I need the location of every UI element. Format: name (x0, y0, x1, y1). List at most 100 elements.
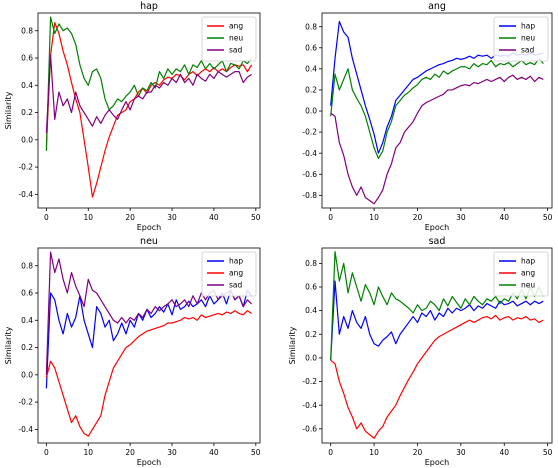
series-line-hap (330, 280, 544, 361)
subplot-title: neu (140, 236, 158, 247)
x-tick-label: 0 (44, 448, 49, 457)
y-tick-label: -0.4 (302, 401, 317, 410)
y-tick-label: 0.0 (305, 354, 317, 363)
y-tick-label: -0.2 (302, 377, 317, 386)
legend-label-sad: sad (229, 46, 243, 55)
y-axis-label: Similarity (4, 326, 13, 364)
y-tick-label: -0.4 (302, 149, 317, 158)
legend-label-hap: hap (229, 257, 243, 266)
y-tick-label: 0.6 (21, 54, 33, 63)
plot-frame (37, 12, 261, 209)
subplot-sad: 0 10 20 30 40 50 -0.6 -0.4 -0.2 0.0 0.2 0.4 0.6 0.8 sa… (288, 236, 553, 467)
legend: hap ang sad (201, 251, 257, 297)
y-tick-label: 0.4 (21, 81, 33, 90)
series-line-sad (330, 74, 544, 205)
legend-label-neu: neu (521, 34, 535, 43)
subplot-title: hap (140, 1, 158, 12)
legend-label-ang: ang (229, 269, 243, 278)
y-tick-label: 0.6 (305, 283, 317, 292)
x-tick-label: 40 (499, 213, 509, 222)
x-tick-label: 10 (83, 448, 93, 457)
x-axis-label: Epoch (425, 223, 450, 232)
x-tick-label: 30 (456, 448, 466, 457)
x-tick-label: 40 (209, 448, 219, 457)
legend: ang neu sad (201, 16, 257, 62)
y-tick-label: 0.6 (305, 43, 317, 52)
y-axis-label: Similarity (4, 91, 13, 129)
series-line-hap (45, 289, 253, 389)
subplot-hap: 0 10 20 30 40 50 -0.4 -0.2 0.0 0.2 0.4 0.6 0.8 hap Epo… (4, 1, 261, 232)
legend-label-hap: hap (521, 22, 535, 31)
legend-label-sad: sad (521, 46, 535, 55)
x-tick-label: 50 (251, 448, 261, 457)
x-tick-label: 10 (369, 213, 379, 222)
y-tick-label: -0.4 (18, 190, 33, 199)
x-tick-label: 20 (413, 213, 423, 222)
y-tick-label: 0.0 (21, 135, 33, 144)
y-tick-label: 0.4 (305, 64, 317, 73)
series-line-sad (45, 251, 253, 375)
series-group (45, 16, 253, 198)
x-tick-label: 20 (125, 213, 135, 222)
x-tick-label: 20 (413, 448, 423, 457)
x-axis-label: Epoch (425, 458, 450, 467)
series-group (45, 251, 253, 437)
legend-label-neu: neu (521, 281, 535, 290)
x-axis-label: Epoch (137, 458, 162, 467)
series-line-ang (45, 310, 252, 437)
x-tick-label: 0 (328, 448, 333, 457)
series-line-ang (330, 314, 544, 439)
x-tick-label: 30 (167, 448, 177, 457)
y-tick-label: 0.6 (21, 289, 33, 298)
plot-frame (37, 247, 261, 444)
x-tick-label: 50 (543, 213, 553, 222)
series-group (330, 250, 544, 439)
legend-label-hap: hap (521, 257, 535, 266)
y-tick-label: 0.2 (21, 343, 33, 352)
plot-frame (321, 247, 553, 444)
y-tick-label: -0.6 (302, 424, 317, 433)
subplot-ang: 0 10 20 30 40 50 -0.8 -0.6 -0.4 -0.2 0.0 0.2 0.4 0.6 0… (302, 1, 552, 232)
subplot-neu: 0 10 20 30 40 50 -0.4 -0.2 0.0 0.2 0.4 0.6 0.8 neu Epo… (4, 236, 261, 467)
legend-label-ang: ang (229, 22, 243, 31)
x-tick-label: 0 (328, 213, 333, 222)
x-tick-label: 50 (251, 213, 261, 222)
series-line-neu (45, 16, 253, 151)
y-tick-label: 0.4 (305, 306, 317, 315)
legend-label-neu: neu (229, 34, 243, 43)
plot-frame (321, 12, 553, 209)
legend: hap neu sad (493, 16, 549, 62)
y-tick-label: -0.2 (18, 163, 33, 172)
legend: hap ang neu (493, 251, 549, 297)
x-tick-label: 10 (369, 448, 379, 457)
y-tick-label: 0.4 (21, 316, 33, 325)
x-tick-label: 0 (44, 213, 49, 222)
y-tick-label: 0.0 (21, 370, 33, 379)
y-tick-label: 0.0 (305, 107, 317, 116)
series-line-ang (45, 21, 253, 198)
y-tick-label: 0.8 (21, 261, 33, 270)
x-tick-label: 50 (543, 448, 553, 457)
x-tick-label: 40 (499, 448, 509, 457)
legend-label-sad: sad (229, 281, 243, 290)
y-tick-label: 0.2 (305, 330, 317, 339)
legend-label-ang: ang (521, 269, 535, 278)
y-tick-label: -0.4 (18, 425, 33, 434)
series-line-neu (330, 57, 544, 160)
y-tick-label: 0.2 (21, 108, 33, 117)
series-line-sad (45, 54, 252, 134)
subplot-title: ang (428, 1, 446, 12)
x-tick-label: 10 (83, 213, 93, 222)
y-axis-label: Similarity (288, 326, 297, 364)
y-tick-label: 0.8 (21, 26, 33, 35)
x-tick-label: 30 (167, 213, 177, 222)
subplot-title: sad (429, 236, 446, 247)
x-tick-label: 30 (456, 213, 466, 222)
y-tick-label: -0.6 (302, 170, 317, 179)
y-tick-label: 0.2 (305, 86, 317, 95)
x-tick-label: 40 (209, 213, 219, 222)
y-tick-label: -0.2 (302, 128, 317, 137)
x-axis-label: Epoch (137, 223, 162, 232)
y-tick-label: -0.8 (302, 191, 317, 200)
